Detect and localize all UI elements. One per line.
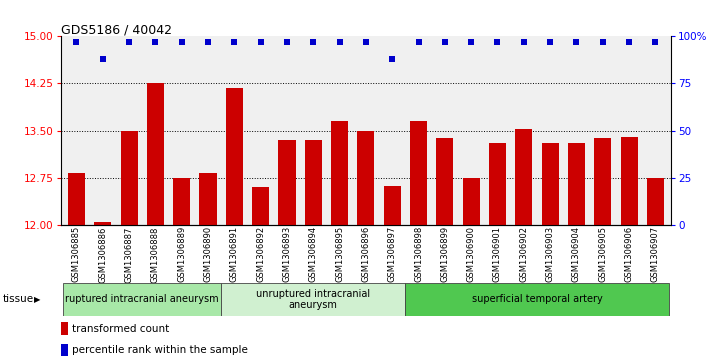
Text: GSM1306899: GSM1306899 — [441, 226, 449, 282]
Text: superficial temporal artery: superficial temporal artery — [471, 294, 603, 305]
Point — [597, 39, 608, 45]
Bar — [147, 83, 164, 225]
Text: unruptured intracranial
aneurysm: unruptured intracranial aneurysm — [256, 289, 371, 310]
Bar — [252, 187, 269, 225]
Point — [413, 39, 424, 45]
Point — [650, 39, 661, 45]
Point — [124, 39, 135, 45]
Point — [281, 39, 293, 45]
Point — [334, 39, 346, 45]
Point — [150, 39, 161, 45]
Text: transformed count: transformed count — [71, 323, 169, 334]
Bar — [226, 88, 243, 225]
Text: tissue: tissue — [3, 294, 34, 305]
Text: ▶: ▶ — [34, 295, 41, 304]
Bar — [489, 143, 506, 225]
Point — [544, 39, 555, 45]
Point — [570, 39, 582, 45]
Bar — [410, 121, 427, 225]
Point — [176, 39, 188, 45]
Text: GSM1306890: GSM1306890 — [203, 226, 213, 282]
Bar — [436, 138, 453, 225]
Bar — [278, 140, 296, 225]
Text: ruptured intracranial aneurysm: ruptured intracranial aneurysm — [66, 294, 219, 305]
Bar — [358, 131, 374, 225]
Text: GSM1306897: GSM1306897 — [388, 226, 397, 282]
Point — [623, 39, 635, 45]
Text: GSM1306886: GSM1306886 — [99, 226, 107, 283]
Text: GSM1306904: GSM1306904 — [572, 226, 581, 282]
Text: GSM1306905: GSM1306905 — [598, 226, 607, 282]
Text: GSM1306907: GSM1306907 — [651, 226, 660, 282]
Text: GSM1306894: GSM1306894 — [308, 226, 318, 282]
Text: GSM1306889: GSM1306889 — [177, 226, 186, 282]
Bar — [541, 143, 558, 225]
Bar — [68, 174, 85, 225]
Point — [492, 39, 503, 45]
Bar — [516, 130, 533, 225]
Text: GSM1306896: GSM1306896 — [361, 226, 371, 282]
Text: GSM1306891: GSM1306891 — [230, 226, 239, 282]
Bar — [594, 138, 611, 225]
Text: GSM1306895: GSM1306895 — [335, 226, 344, 282]
Point — [255, 39, 266, 45]
Text: GSM1306898: GSM1306898 — [414, 226, 423, 282]
Bar — [568, 143, 585, 225]
Text: GSM1306903: GSM1306903 — [545, 226, 555, 282]
Text: GDS5186 / 40042: GDS5186 / 40042 — [61, 24, 171, 37]
Bar — [331, 121, 348, 225]
Text: GSM1306906: GSM1306906 — [625, 226, 633, 282]
Bar — [647, 178, 664, 225]
Point — [439, 39, 451, 45]
Bar — [61, 322, 68, 335]
Bar — [199, 174, 216, 225]
Bar — [174, 178, 191, 225]
Point — [308, 39, 319, 45]
Point — [71, 39, 82, 45]
Text: percentile rank within the sample: percentile rank within the sample — [71, 345, 248, 355]
Text: GSM1306888: GSM1306888 — [151, 226, 160, 283]
Bar — [305, 140, 322, 225]
Text: GSM1306901: GSM1306901 — [493, 226, 502, 282]
Bar — [94, 222, 111, 225]
Bar — [463, 178, 480, 225]
Bar — [406, 283, 668, 316]
Point — [360, 39, 371, 45]
Point — [202, 39, 213, 45]
Text: GSM1306885: GSM1306885 — [72, 226, 81, 282]
Point — [97, 56, 109, 62]
Bar — [383, 186, 401, 225]
Bar — [121, 131, 138, 225]
Bar — [61, 344, 68, 356]
Point — [386, 56, 398, 62]
Text: GSM1306892: GSM1306892 — [256, 226, 265, 282]
Bar — [64, 283, 221, 316]
Text: GSM1306893: GSM1306893 — [283, 226, 291, 282]
Text: GSM1306900: GSM1306900 — [467, 226, 476, 282]
Text: GSM1306902: GSM1306902 — [519, 226, 528, 282]
Bar — [620, 137, 638, 225]
Point — [228, 39, 240, 45]
Text: GSM1306887: GSM1306887 — [125, 226, 134, 283]
Point — [466, 39, 477, 45]
Bar — [221, 283, 406, 316]
Point — [518, 39, 530, 45]
